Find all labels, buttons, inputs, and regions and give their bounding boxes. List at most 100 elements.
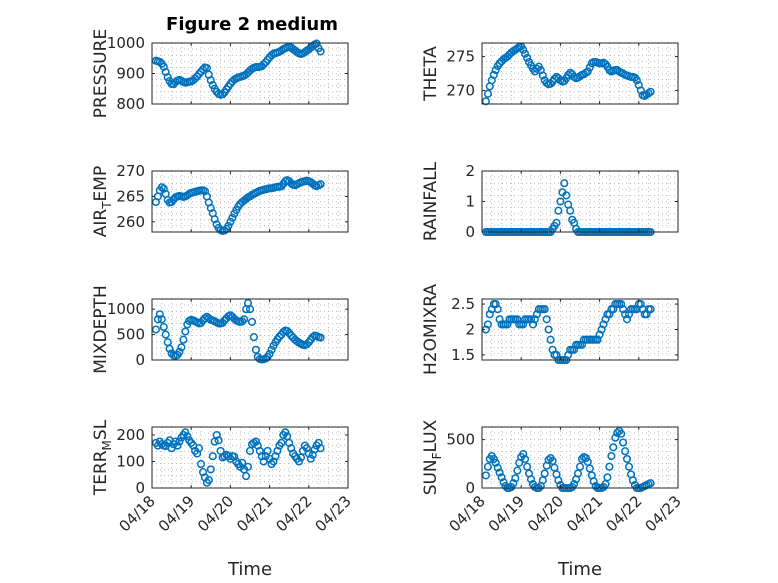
data-point: [540, 469, 549, 478]
y-tick-label: 260: [116, 213, 145, 231]
y-tick-label: 0: [135, 351, 145, 369]
data-point: [206, 76, 215, 85]
data-point: [597, 325, 606, 334]
subplot-theta: 270 275 THETA: [421, 42, 679, 106]
data-point: [267, 345, 276, 354]
data-point: [157, 315, 166, 324]
data-point: [523, 53, 532, 62]
data-point: [485, 310, 494, 319]
data-point: [521, 454, 530, 464]
data-point: [177, 343, 186, 352]
data-point: [240, 315, 249, 324]
data-point: [595, 330, 604, 339]
data-point: [491, 458, 500, 467]
data-point: [617, 300, 626, 309]
data-point: [306, 454, 315, 463]
data-point: [589, 477, 598, 486]
data-point: [242, 472, 251, 481]
y-tick-label: 100: [116, 452, 145, 470]
data-point: [497, 473, 506, 482]
data-point: [528, 320, 538, 329]
data-point: [155, 57, 164, 66]
data-point: [622, 315, 632, 324]
y-tick-label: 500: [446, 431, 475, 449]
data-point: [513, 466, 522, 475]
x-tick-label: 04/20: [194, 492, 237, 535]
data-point: [636, 86, 645, 95]
y-axis-label: PRESSURE: [91, 29, 111, 118]
plot-area: [482, 171, 678, 232]
data-point: [175, 347, 184, 356]
data-point: [175, 437, 184, 446]
y-axis-label: MIXDEPTH: [91, 285, 111, 374]
data-point: [605, 462, 614, 471]
data-point: [628, 476, 637, 485]
data-point: [519, 450, 528, 459]
data-point: [624, 310, 634, 319]
data-point: [263, 446, 272, 455]
x-tick-label: 04/21: [233, 492, 276, 535]
data-point: [316, 444, 325, 453]
data-point: [493, 305, 502, 314]
data-point: [540, 305, 549, 314]
data-point: [159, 62, 168, 71]
data-point: [544, 325, 553, 334]
data-point: [570, 345, 579, 354]
y-axis-label: H2OMIXRA: [421, 284, 441, 375]
data-point: [544, 455, 553, 464]
data-point: [532, 64, 541, 73]
y-tick-label: 1.5: [451, 346, 475, 364]
data-point: [483, 462, 492, 471]
data-point: [157, 183, 166, 192]
data-point: [566, 206, 575, 215]
data-point: [636, 300, 645, 309]
data-point: [495, 59, 504, 68]
y-tick-label: 1000: [107, 34, 145, 52]
data-point: [247, 317, 257, 326]
data-point: [481, 471, 490, 480]
x-tick-label: 04/18: [446, 492, 489, 535]
subplot-rainfall: 0 1 2 RAINFALL: [421, 161, 679, 241]
data-point: [511, 474, 520, 483]
data-point: [499, 478, 508, 487]
y-tick-label: 275: [446, 48, 475, 66]
data-point: [179, 335, 188, 344]
data-point: [601, 315, 610, 324]
axes-box: [481, 426, 679, 489]
data-point: [495, 315, 504, 324]
data-point: [483, 320, 492, 329]
data-point: [646, 305, 655, 314]
y-tick-label: 2.5: [451, 295, 475, 313]
data-point: [530, 315, 539, 324]
data-point: [281, 428, 290, 437]
data-point: [181, 327, 190, 336]
data-point: [581, 453, 590, 463]
data-point: [622, 454, 632, 464]
data-point: [632, 76, 641, 85]
y-tick-label: 0: [465, 223, 475, 241]
data-point: [599, 320, 608, 329]
data-point: [196, 460, 206, 469]
y-tick-label: 800: [116, 95, 145, 113]
axes-box: [481, 42, 679, 105]
data-point: [181, 428, 190, 437]
x-tick-label: 04/20: [524, 492, 567, 535]
data-point: [165, 344, 174, 353]
data-point: [503, 320, 512, 329]
data-point: [554, 476, 563, 485]
data-point: [585, 63, 594, 72]
data-point: [560, 179, 569, 188]
data-point: [173, 441, 182, 450]
data-point: [552, 218, 561, 227]
data-point: [526, 315, 536, 324]
axes-box: [151, 426, 349, 489]
y-tick-label: 200: [116, 426, 145, 444]
x-tick-label: 04/22: [272, 492, 315, 535]
data-point: [249, 333, 258, 342]
axes-box: [151, 298, 349, 361]
data-point: [251, 345, 260, 354]
